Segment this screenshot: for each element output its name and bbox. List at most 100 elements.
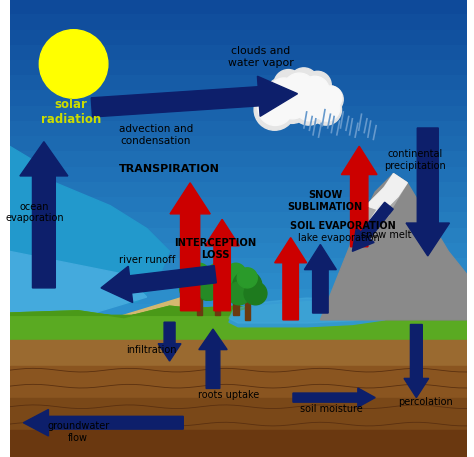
Circle shape: [290, 68, 318, 97]
Bar: [9, 182, 466, 198]
Circle shape: [221, 266, 250, 296]
Text: continental
precipitation: continental precipitation: [384, 149, 446, 171]
Circle shape: [300, 76, 329, 106]
Circle shape: [266, 77, 301, 112]
Circle shape: [280, 72, 318, 110]
Circle shape: [180, 277, 202, 300]
Bar: [9, 365, 466, 381]
Bar: [9, 410, 466, 426]
Text: SNOW
SUBLIMATION: SNOW SUBLIMATION: [287, 190, 363, 212]
Bar: [9, 340, 466, 366]
Bar: [9, 334, 466, 351]
Circle shape: [276, 87, 309, 119]
Circle shape: [310, 94, 341, 125]
Text: percolation: percolation: [398, 397, 453, 407]
Bar: [197, 295, 202, 315]
Bar: [9, 380, 466, 396]
Text: ocean
evaporation: ocean evaporation: [5, 202, 64, 223]
Circle shape: [185, 266, 214, 296]
FancyArrow shape: [101, 266, 216, 303]
Text: solar
radiation: solar radiation: [41, 98, 101, 126]
Text: soil moisture: soil moisture: [301, 404, 363, 414]
Bar: [9, 0, 466, 15]
Bar: [9, 90, 466, 106]
Circle shape: [314, 95, 340, 121]
Bar: [9, 121, 466, 137]
Bar: [9, 273, 466, 289]
FancyArrow shape: [170, 183, 210, 311]
Bar: [9, 366, 466, 398]
Circle shape: [297, 75, 331, 110]
Polygon shape: [78, 297, 201, 322]
Polygon shape: [371, 206, 389, 224]
Bar: [9, 14, 466, 31]
Text: clouds and
water vapor: clouds and water vapor: [228, 46, 294, 68]
FancyArrow shape: [274, 238, 307, 320]
FancyArrow shape: [91, 76, 298, 117]
Bar: [9, 288, 466, 305]
Text: groundwater
flow: groundwater flow: [47, 421, 109, 443]
Bar: [9, 319, 466, 335]
Polygon shape: [229, 302, 398, 327]
FancyArrow shape: [406, 128, 449, 256]
Polygon shape: [229, 298, 398, 323]
Bar: [9, 45, 466, 61]
Circle shape: [273, 86, 310, 123]
Circle shape: [237, 268, 257, 288]
Text: advection and
condensation: advection and condensation: [118, 124, 193, 146]
FancyArrow shape: [341, 146, 377, 247]
FancyArrow shape: [158, 322, 181, 361]
Circle shape: [269, 78, 299, 107]
Circle shape: [258, 90, 293, 126]
FancyArrow shape: [404, 324, 428, 398]
Circle shape: [228, 282, 250, 305]
Circle shape: [244, 282, 267, 305]
Circle shape: [292, 91, 326, 125]
Circle shape: [226, 263, 246, 283]
Bar: [9, 60, 466, 76]
FancyArrow shape: [199, 329, 227, 388]
Circle shape: [254, 89, 295, 130]
Bar: [9, 258, 466, 274]
FancyArrow shape: [293, 388, 375, 407]
Circle shape: [233, 277, 255, 300]
Circle shape: [208, 263, 228, 283]
Polygon shape: [357, 174, 407, 228]
Bar: [9, 167, 466, 183]
Circle shape: [39, 30, 108, 98]
Circle shape: [295, 92, 324, 121]
Circle shape: [283, 73, 315, 105]
Polygon shape: [9, 251, 147, 343]
Bar: [9, 228, 466, 244]
Circle shape: [216, 277, 239, 300]
Bar: [9, 350, 466, 366]
Text: lake evaporation: lake evaporation: [298, 233, 380, 243]
Bar: [9, 151, 466, 168]
Polygon shape: [320, 174, 466, 320]
Bar: [9, 430, 466, 457]
FancyArrow shape: [23, 409, 183, 436]
Circle shape: [203, 266, 232, 296]
Circle shape: [196, 277, 219, 300]
Circle shape: [274, 69, 303, 98]
FancyArrow shape: [304, 244, 337, 313]
Bar: [9, 304, 466, 320]
Circle shape: [316, 86, 343, 113]
Bar: [9, 213, 466, 228]
Text: infiltration: infiltration: [126, 345, 176, 355]
Text: INTERCEPTION
LOSS: INTERCEPTION LOSS: [174, 238, 256, 260]
Polygon shape: [9, 146, 170, 343]
Text: SOIL EVAPORATION: SOIL EVAPORATION: [291, 221, 396, 231]
Circle shape: [319, 86, 342, 109]
Text: snow melt: snow melt: [361, 230, 412, 240]
Bar: [9, 395, 466, 411]
Bar: [233, 295, 238, 315]
FancyArrow shape: [205, 219, 239, 311]
Bar: [9, 243, 466, 259]
Bar: [9, 441, 466, 457]
Bar: [215, 295, 220, 315]
Bar: [9, 106, 466, 122]
Circle shape: [258, 90, 284, 116]
Polygon shape: [9, 306, 466, 320]
Bar: [9, 197, 466, 213]
